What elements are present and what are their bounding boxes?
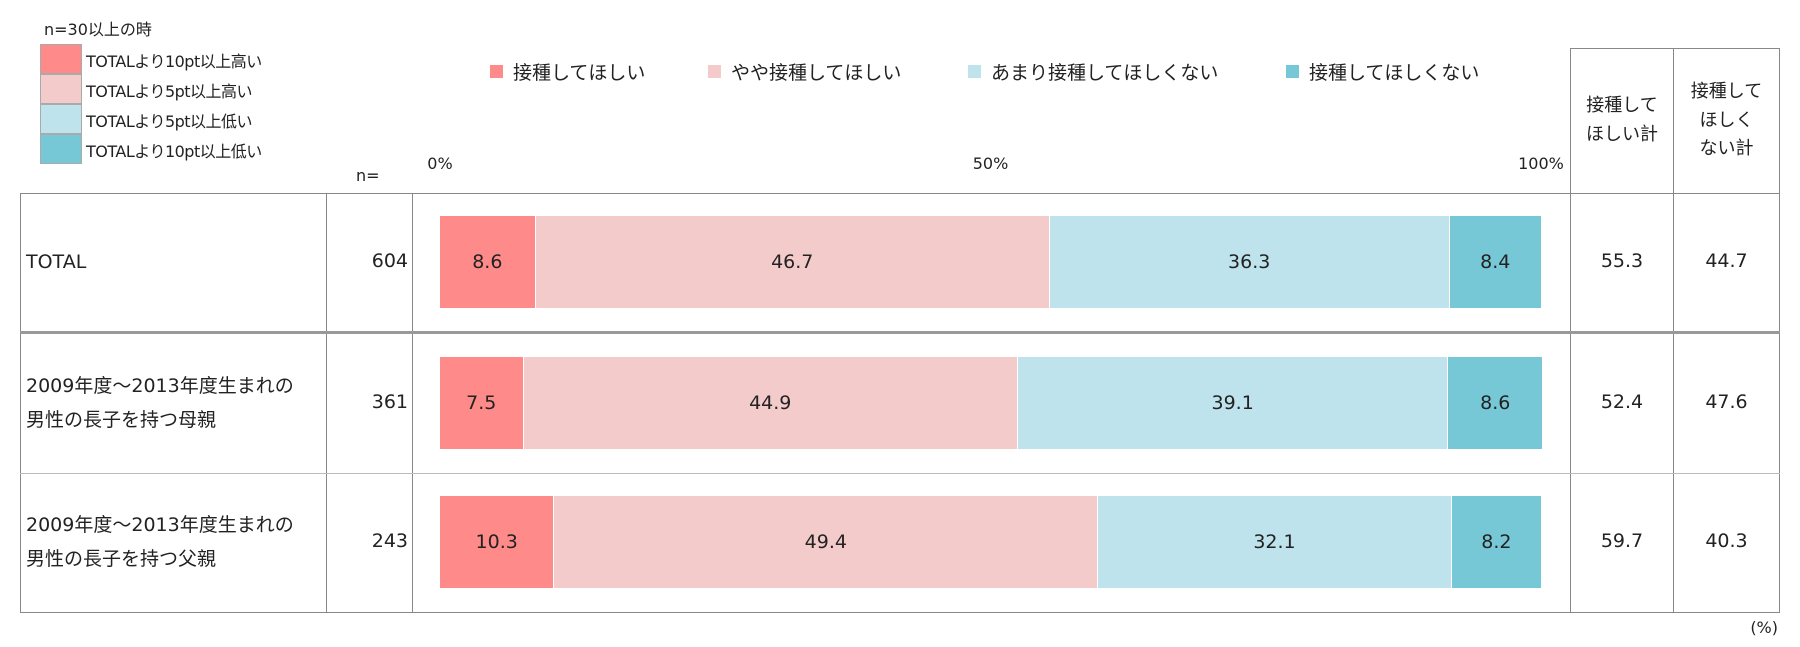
n-header: n=	[356, 166, 380, 185]
bar-segment: 44.9	[522, 357, 1017, 449]
divider-row-2	[20, 473, 1780, 474]
row-label: 2009年度～2013年度生まれの 男性の長子を持つ父親	[26, 514, 294, 570]
divider-n-chart	[412, 193, 413, 613]
highlight-swatch	[40, 44, 82, 74]
x-tick-label: 100%	[1518, 154, 1564, 173]
bar-segment: 32.1	[1097, 496, 1451, 588]
bar-segment: 10.3	[440, 496, 554, 588]
negative-total-header-text: 接種して ほしく ない計	[1690, 80, 1763, 160]
bar-segment: 8.4	[1448, 216, 1541, 308]
legend-item: やや接種してほしい	[708, 58, 901, 85]
legend-swatch	[968, 65, 981, 78]
bar-value-label: 44.9	[749, 392, 792, 414]
divider-chart-totals	[1570, 193, 1571, 613]
legend-label: 接種してほしくない	[1309, 62, 1480, 84]
negative-total-value: 47.6	[1705, 391, 1748, 413]
data-table-frame	[20, 193, 1780, 613]
bar-segment: 8.6	[440, 216, 535, 308]
bar-segment: 7.5	[440, 357, 523, 449]
legend-item: あまり接種してほしくない	[968, 58, 1218, 85]
bar-value-label: 7.5	[466, 392, 497, 414]
row-label: 2009年度～2013年度生まれの 男性の長子を持つ母親	[26, 375, 294, 431]
bar-value-label: 8.2	[1481, 531, 1512, 553]
bar-value-label: 10.3	[475, 531, 518, 553]
bar-segment: 39.1	[1016, 357, 1448, 449]
highlight-swatch-label: TOTALより10pt以上低い	[86, 142, 262, 161]
legend-label: やや接種してほしい	[731, 62, 902, 84]
divider-label-n	[326, 193, 327, 613]
bar-value-label: 8.4	[1480, 251, 1511, 273]
legend-note-title: n=30以上の時	[44, 20, 152, 39]
highlight-swatch	[40, 134, 82, 164]
bar-segment: 8.2	[1450, 496, 1541, 588]
highlight-swatch	[40, 74, 82, 104]
bar-value-label: 39.1	[1211, 392, 1254, 414]
bar-segment: 36.3	[1048, 216, 1449, 308]
bar-segment: 46.7	[534, 216, 1049, 308]
negative-total-value: 44.7	[1705, 250, 1748, 272]
positive-total-header: 接種して ほしい計	[1570, 48, 1674, 194]
bar-value-label: 49.4	[804, 531, 847, 553]
row-n: 604	[371, 250, 408, 272]
legend-item: 接種してほしくない	[1286, 58, 1479, 85]
positive-total-value: 55.3	[1600, 250, 1644, 272]
bar-value-label: 32.1	[1253, 531, 1296, 553]
bar-value-label: 46.7	[771, 251, 814, 273]
unit-label: (%)	[1750, 618, 1778, 637]
divider-totals	[1673, 193, 1674, 613]
highlight-swatch-label: TOTALより10pt以上高い	[86, 52, 262, 71]
highlight-swatch-label: TOTALより5pt以上低い	[86, 112, 253, 131]
highlight-swatch-label: TOTALより5pt以上高い	[86, 82, 253, 101]
bar-segment: 49.4	[553, 496, 1098, 588]
negative-total-header: 接種して ほしく ない計	[1673, 48, 1780, 194]
legend-swatch	[708, 65, 721, 78]
divider-total-row	[20, 331, 1780, 334]
positive-total-value: 52.4	[1600, 391, 1644, 413]
legend-label: あまり接種してほしくない	[991, 62, 1219, 84]
row-n: 361	[371, 391, 408, 413]
legend-swatch	[1286, 65, 1299, 78]
bar-value-label: 8.6	[1480, 392, 1511, 414]
bar-value-label: 8.6	[472, 251, 503, 273]
x-tick-label: 50%	[972, 154, 1009, 173]
negative-total-value: 40.3	[1705, 530, 1748, 552]
positive-total-value: 59.7	[1600, 530, 1644, 552]
positive-total-header-text: 接種して ほしい計	[1586, 95, 1658, 145]
row-label: TOTAL	[26, 251, 87, 273]
highlight-swatch	[40, 104, 82, 134]
legend-item: 接種してほしい	[490, 58, 645, 85]
bar-segment: 8.6	[1447, 357, 1543, 449]
row-n: 243	[371, 530, 408, 552]
x-tick-label: 0%	[427, 154, 453, 173]
legend-swatch	[490, 65, 503, 78]
bar-value-label: 36.3	[1228, 251, 1271, 273]
legend-label: 接種してほしい	[513, 62, 646, 84]
